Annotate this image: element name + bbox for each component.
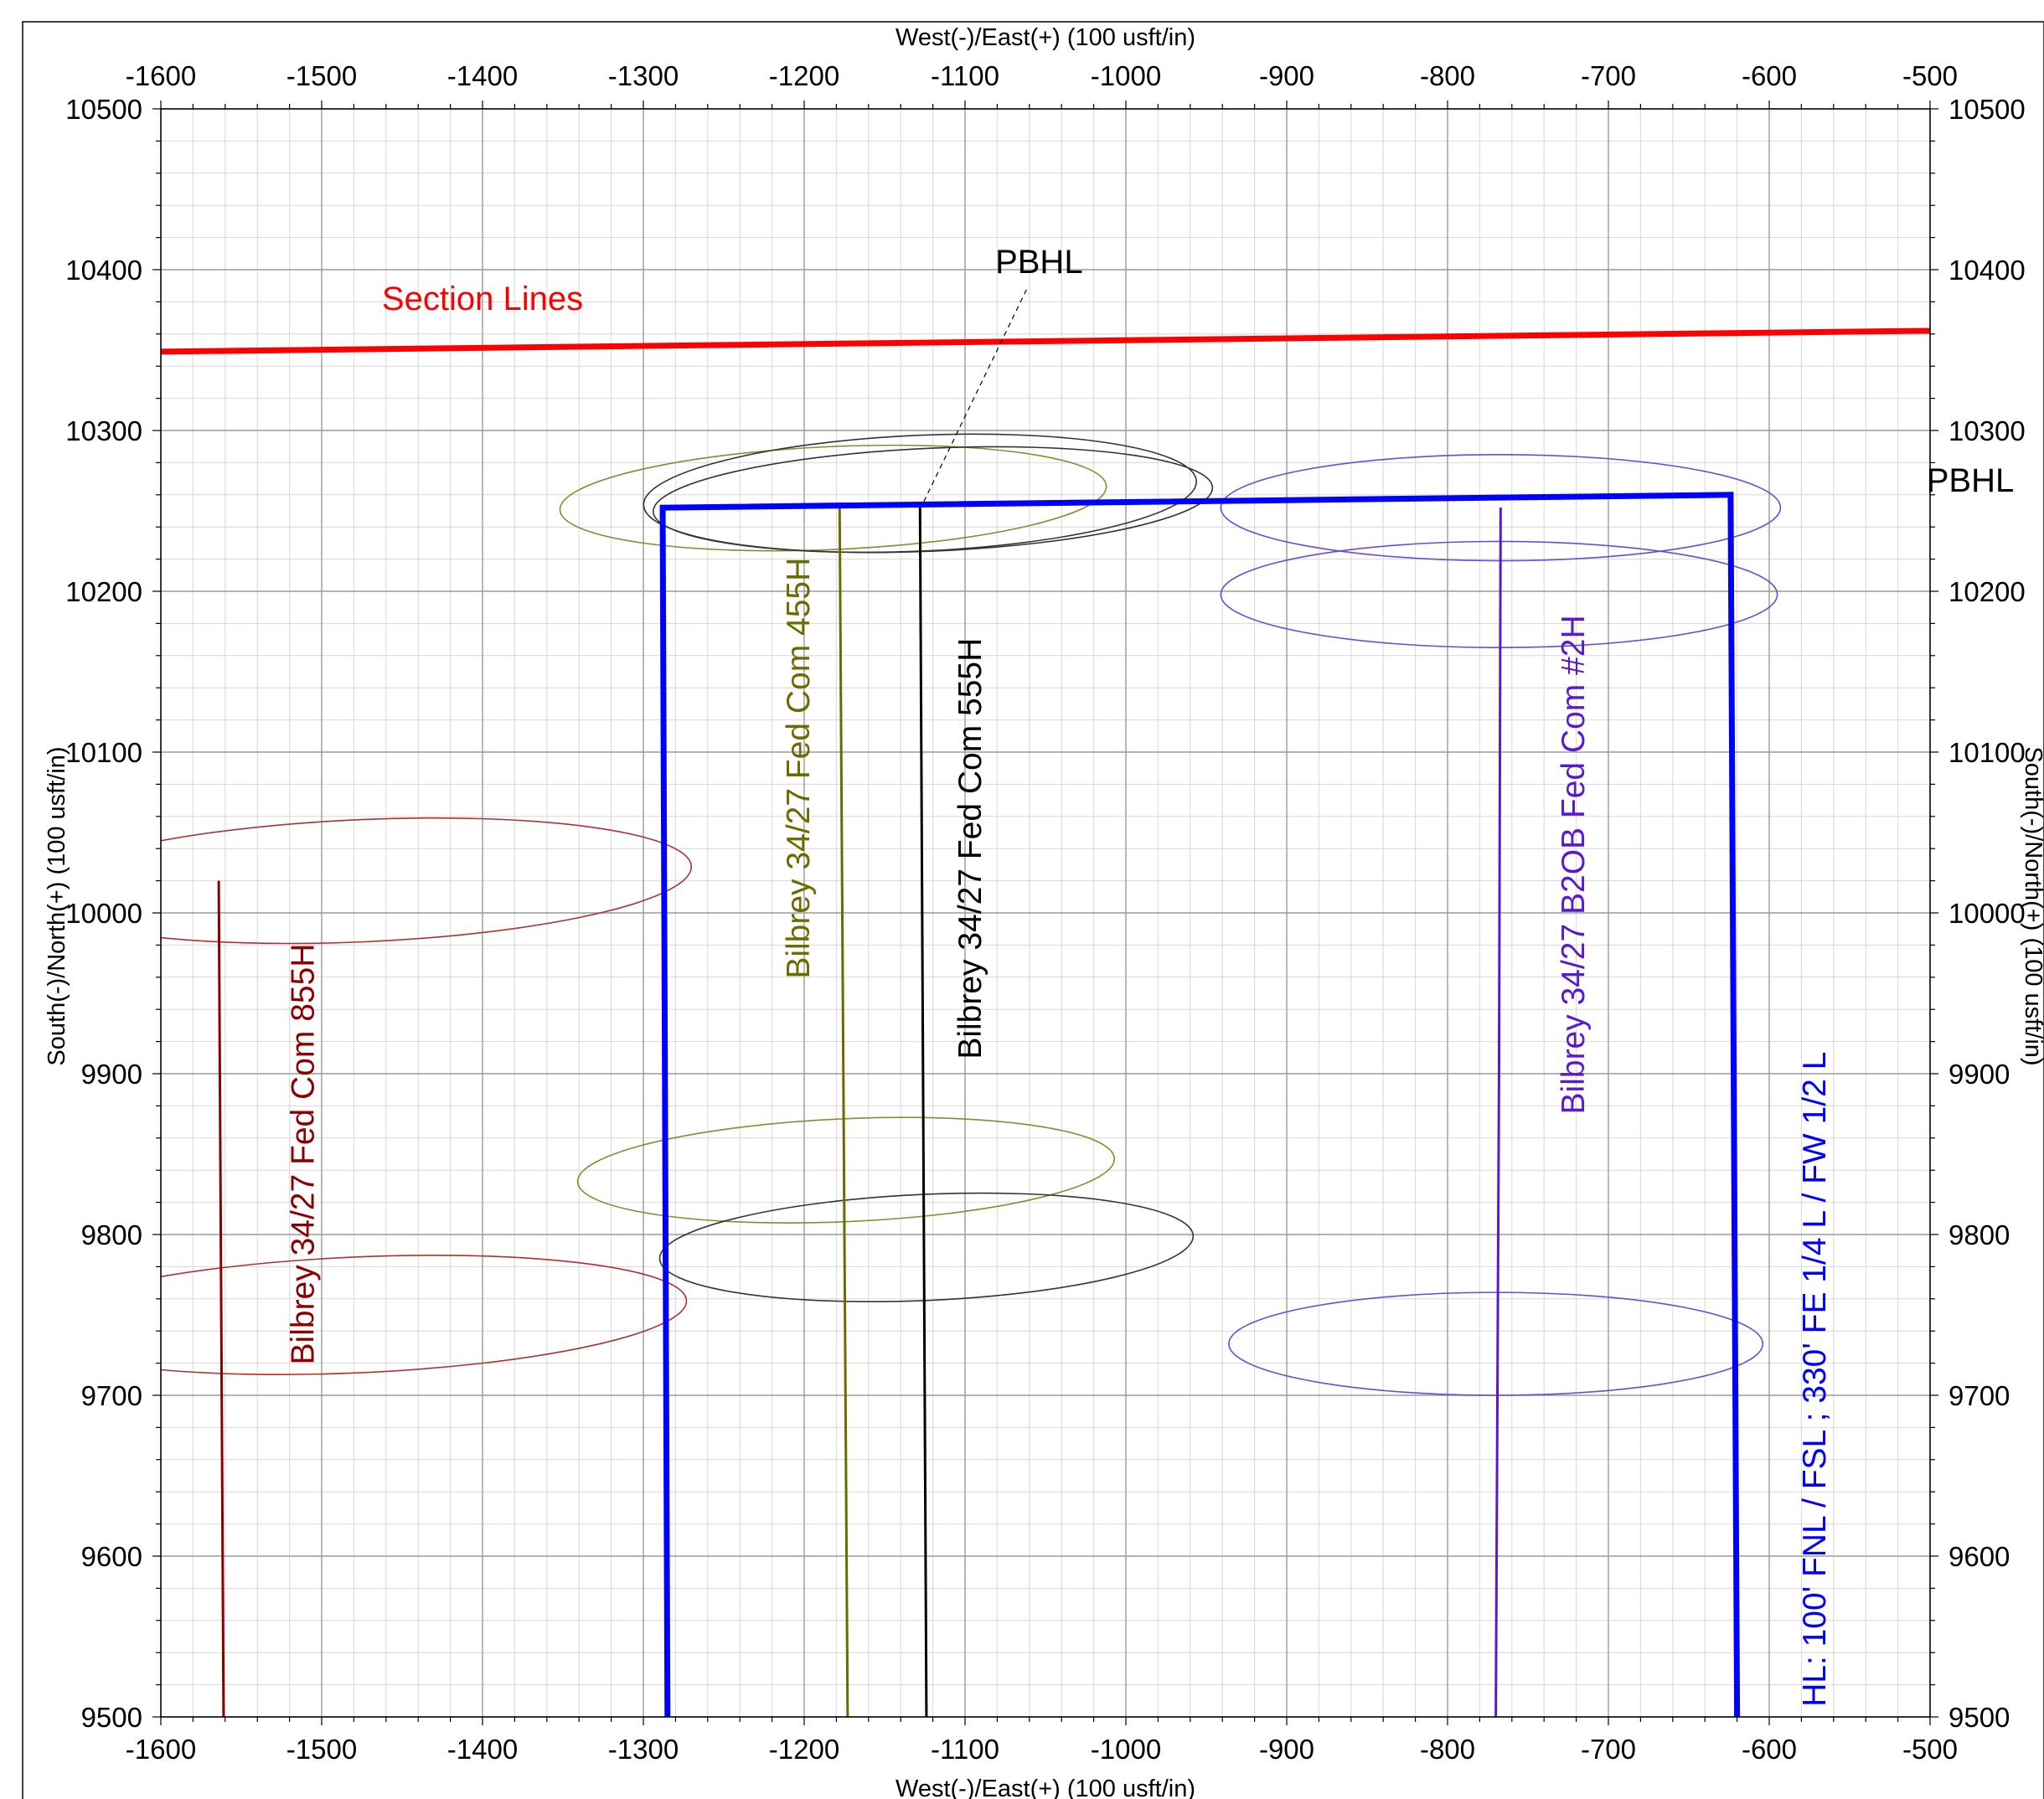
y-tick-label-left: 9800 — [81, 1219, 142, 1250]
y-tick-label-left: 9600 — [81, 1541, 142, 1572]
y-tick-label-left: 10500 — [65, 94, 142, 125]
annotation-hl-100-fnl-fsl-330-fe-1-4-l-fw-1-2-l: HL: 100' FNL / FSL ; 330' FE 1/4 L / FW … — [1797, 1052, 1833, 1707]
y-axis-title-right: South(-)/North(+) (100 usft/in) — [2020, 746, 2044, 1065]
y-tick-label-right: 9800 — [1949, 1219, 2010, 1250]
y-tick-label-right: 10300 — [1949, 415, 2026, 446]
y-tick-label-right: 10400 — [1949, 255, 2026, 286]
annotations: Section Lines PBHL PBHL Bilbrey 34/27 Fed C… — [285, 244, 2014, 1707]
y-tick-label-left: 9700 — [81, 1380, 142, 1411]
annotation-bilbrey-34-27-fed-com-855h: Bilbrey 34/27 Fed Com 855H — [285, 944, 321, 1365]
x-tick-label-bottom: -600 — [1742, 1734, 1797, 1765]
x-tick-label-top: -1500 — [286, 60, 357, 91]
annotation-pbhl: PBHL — [995, 244, 1083, 281]
x-tick-label-top: -1200 — [769, 60, 839, 91]
series-line-hl-100-fnl-fsl-330-fe-1-4-l-fw-1-2-l — [659, 492, 1741, 1717]
x-tick-label-top: -1300 — [608, 60, 679, 91]
series-line-bilbrey-34-27-fed-com-855h — [217, 880, 225, 1717]
y-tick-label-right: 10100 — [1949, 737, 2026, 768]
x-tick-label-top: -600 — [1742, 60, 1797, 91]
x-tick-label-top: -1100 — [931, 60, 999, 91]
x-tick-label-bottom: -1100 — [931, 1734, 999, 1765]
outer-frame — [22, 21, 2044, 1799]
series-line-bilbrey-34-27-b2ob-fed-com-2h — [1494, 508, 1502, 1717]
y-tick-label-right: 10000 — [1949, 898, 2026, 929]
x-tick-label-top: -1000 — [1091, 60, 1161, 91]
uncertainty-ellipse-bilbrey-34-27-fed-com-855h — [161, 1255, 688, 1375]
y-tick-label-left: 10000 — [65, 898, 142, 929]
x-tick-label-bottom: -1600 — [126, 1734, 196, 1765]
x-tick-label-top: -900 — [1259, 60, 1314, 91]
pbhl-leader-line — [922, 289, 1027, 503]
x-tick-label-bottom: -900 — [1259, 1734, 1314, 1765]
annotation-bilbrey-34-27-b2ob-fed-com-2h: Bilbrey 34/27 B2OB Fed Com #2H — [1556, 615, 1592, 1114]
y-tick-label-right: 10500 — [1949, 94, 2026, 125]
series-lines — [161, 327, 1930, 1717]
x-tick-label-bottom: -700 — [1581, 1734, 1636, 1765]
y-tick-label-left: 10200 — [65, 576, 142, 607]
x-tick-label-bottom: -1200 — [769, 1734, 839, 1765]
uncertainty-ellipse-bilbrey-34-27-fed-com-555h — [643, 433, 1197, 554]
annotation-bilbrey-34-27-fed-com-455h: Bilbrey 34/27 Fed Com 455H — [781, 558, 817, 979]
y-tick-label-right: 9500 — [1949, 1702, 2010, 1733]
y-tick-label-right: 10200 — [1949, 576, 2026, 607]
annotation-pbhl: PBHL — [1927, 462, 2015, 499]
plot-frame — [160, 108, 1931, 1718]
x-tick-label-top: -700 — [1581, 60, 1636, 91]
x-tick-label-bottom: -1500 — [286, 1734, 357, 1765]
y-tick-label-right: 9900 — [1949, 1059, 2010, 1090]
uncertainty-ellipse-bilbrey-34-27-b2ob-fed-com-2h — [1228, 1291, 1764, 1396]
x-tick-label-top: -500 — [1902, 60, 1958, 91]
y-tick-label-left: 10300 — [65, 415, 142, 446]
x-tick-label-bottom: -500 — [1902, 1734, 1958, 1765]
uncertainty-ellipse-bilbrey-34-27-fed-com-455h — [559, 444, 1107, 552]
annotation-section-lines: Section Lines — [382, 281, 583, 317]
x-tick-label-top: -1400 — [447, 60, 518, 91]
y-tick-label-right: 9600 — [1949, 1541, 2010, 1572]
x-tick-label-top: -1600 — [126, 60, 196, 91]
x-axis-title-bottom: West(-)/East(+) (100 usft/in) — [896, 1776, 1195, 1799]
x-tick-label-bottom: -1300 — [608, 1734, 679, 1765]
x-tick-label-bottom: -1400 — [447, 1734, 518, 1765]
y-tick-label-right: 9700 — [1949, 1380, 2010, 1411]
series-line-bilbrey-34-27-fed-com-555h — [918, 503, 928, 1717]
y-tick-label-left: 9500 — [81, 1702, 142, 1733]
series-line-section-lines — [161, 327, 1930, 355]
x-tick-label-top: -800 — [1420, 60, 1475, 91]
uncertainty-ellipse-bilbrey-34-27-fed-com-855h — [161, 817, 693, 945]
x-tick-label-bottom: -800 — [1420, 1734, 1475, 1765]
y-tick-label-left: 9900 — [81, 1059, 142, 1090]
x-axis-title-top: West(-)/East(+) (100 usft/in) — [896, 24, 1195, 51]
y-axis-title-left: South(-)/North(+) (100 usft/in) — [44, 746, 70, 1065]
axis-ticks — [152, 101, 1938, 1725]
y-tick-label-left: 10100 — [65, 737, 142, 768]
tick-labels: -1600 -1600 -1500 -1500 -1400 -1400 -1300 -1300… — [65, 60, 2026, 1765]
x-tick-label-bottom: -1000 — [1091, 1734, 1161, 1765]
series-line-bilbrey-34-27-fed-com-455h — [838, 503, 849, 1717]
y-tick-label-left: 10400 — [65, 255, 142, 286]
annotation-bilbrey-34-27-fed-com-555h: Bilbrey 34/27 Fed Com 555H — [952, 638, 988, 1059]
